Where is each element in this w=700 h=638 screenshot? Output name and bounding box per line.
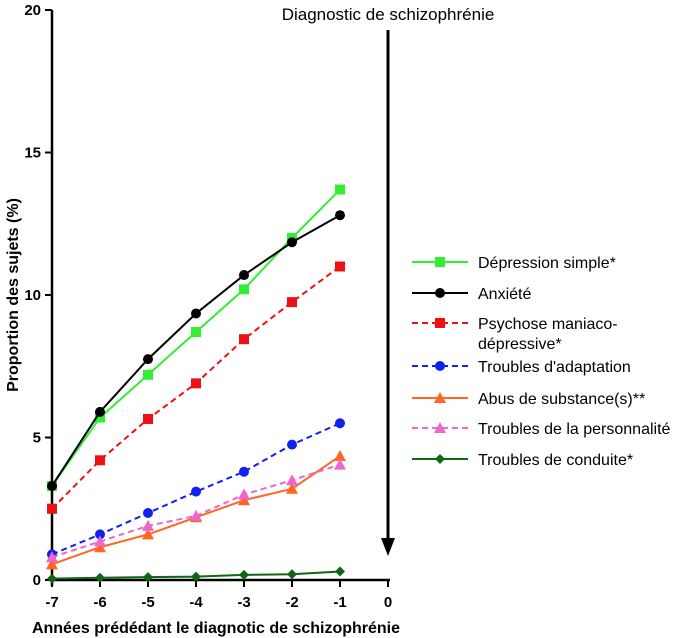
legend-item: Anxiété (412, 286, 531, 303)
data-point (95, 455, 105, 466)
data-point (95, 412, 105, 423)
legend-item: Troubles de conduite* (412, 452, 633, 469)
data-point (142, 528, 154, 540)
data-point (335, 261, 345, 272)
y-tick-label: 20 (24, 2, 41, 19)
data-point (47, 503, 57, 514)
plot-area: 0 5 10 15 20 -7 -6 -5 -4 -3 -2 -1 0 Années prédédant … (5, 2, 494, 637)
data-point (191, 308, 201, 319)
data-point (46, 558, 58, 570)
data-point (94, 535, 106, 547)
legend-item: Abus de substance(s)** (412, 391, 645, 408)
data-point (47, 480, 57, 491)
x-tick-label: -4 (189, 594, 203, 611)
data-point (94, 541, 106, 553)
x-tick-label: -2 (285, 594, 298, 611)
data-point (239, 284, 249, 295)
legend-swatch-marker (435, 454, 445, 464)
data-point (335, 210, 345, 221)
y-tick-label: 5 (33, 430, 41, 447)
y-tick-label: 15 (24, 145, 41, 162)
legend-label: Anxiété (478, 286, 531, 303)
x-tick-label: -6 (93, 594, 106, 611)
x-tick-label: -1 (333, 594, 346, 611)
x-tick-label: 0 (384, 594, 392, 611)
series-3 (47, 418, 345, 560)
legend-label: Psychose maniaco- (478, 316, 618, 333)
legend-item: Dépression simple* (412, 255, 616, 272)
data-point (143, 572, 153, 583)
legend-label: Abus de substance(s)** (478, 391, 645, 408)
data-point (239, 334, 249, 345)
x-tick-label: -5 (141, 594, 154, 611)
data-point (335, 184, 345, 195)
data-point (238, 488, 250, 500)
legend-swatch-marker (435, 318, 445, 328)
legend-label: Troubles de la personnalité (478, 421, 671, 438)
x-axis-title: Années prédédant le diagnotic de schizop… (32, 620, 400, 637)
data-point (95, 406, 105, 417)
legend-item: Troubles d'adaptation (412, 359, 631, 376)
data-point (286, 474, 298, 486)
data-point (287, 569, 297, 580)
data-point (238, 494, 250, 506)
legend-swatch-marker (434, 392, 446, 403)
series-2 (47, 261, 345, 514)
legend-item: Psychose maniaco-dépressive* (412, 316, 618, 353)
data-point (191, 378, 201, 389)
y-tick-label: 0 (33, 572, 41, 589)
legend-swatch-marker (435, 361, 445, 371)
data-point (191, 486, 201, 497)
legend-item: Troubles de la personnalité (412, 421, 671, 438)
data-point (46, 551, 58, 563)
data-point (143, 413, 153, 424)
legend-swatch-marker (435, 257, 445, 267)
series-5 (46, 458, 346, 563)
data-point (334, 450, 346, 462)
legend-swatch-marker (435, 288, 445, 298)
data-point (334, 458, 346, 470)
data-point (335, 418, 345, 429)
data-point (239, 270, 249, 281)
data-point (95, 529, 105, 540)
data-point (95, 572, 105, 583)
series-6 (47, 566, 345, 584)
legend-label: dépressive* (478, 336, 562, 353)
data-point (239, 569, 249, 580)
data-point (287, 297, 297, 308)
diagnosis-arrow-head (381, 538, 395, 556)
series-0 (47, 184, 345, 491)
diagnosis-annotation-label: Diagnostic de schizophrénie (282, 5, 495, 24)
legend-label: Dépression simple* (478, 255, 616, 272)
legend-label: Troubles d'adaptation (478, 359, 631, 376)
data-point (47, 573, 57, 584)
data-point (191, 327, 201, 338)
x-tick-label: -7 (45, 594, 58, 611)
legend: Dépression simple* Anxiété Psychose maniac… (412, 255, 671, 469)
series-4 (46, 450, 346, 570)
x-tick-label: -3 (237, 594, 250, 611)
y-tick-label: 10 (24, 287, 41, 304)
y-axis-title: Proportion des sujets (%) (5, 198, 22, 392)
data-point (335, 566, 345, 577)
data-point (191, 571, 201, 582)
series-1 (47, 210, 345, 491)
data-point (239, 466, 249, 477)
data-point (286, 482, 298, 494)
data-point (142, 519, 154, 531)
data-point (143, 369, 153, 380)
legend-label: Troubles de conduite* (478, 452, 633, 469)
data-point (287, 439, 297, 450)
data-point (287, 237, 297, 248)
data-point (190, 509, 202, 521)
data-point (143, 508, 153, 519)
data-point (143, 354, 153, 365)
legend-swatch-marker (434, 422, 446, 433)
